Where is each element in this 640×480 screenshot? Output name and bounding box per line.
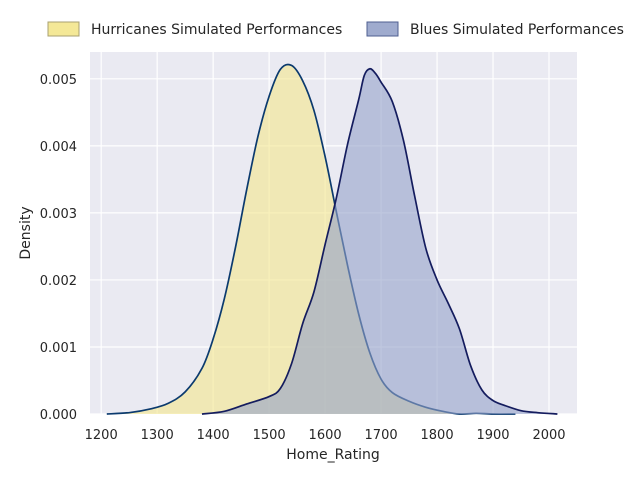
density-area-hurricanes [106,64,516,415]
legend-label-hurricanes: Hurricanes Simulated Performances [91,22,342,38]
y-tick-label: 0.000 [40,408,77,423]
density-areas [106,63,558,415]
legend-swatch-hurricanes [47,21,80,37]
x-tick-label: 2000 [532,428,565,443]
y-tick-label: 0.002 [40,274,77,289]
legend-label-blues: Blues Simulated Performances [410,22,624,38]
density-area-blues [201,68,558,414]
x-tick-label: 1300 [141,428,174,443]
x-tick-label: 1800 [421,428,454,443]
y-axis-ticks: 0.000 0.001 0.002 0.003 0.004 0.005 [40,73,77,423]
x-tick-label: 1400 [197,428,230,443]
x-tick-label: 1700 [365,428,398,443]
y-tick-label: 0.003 [40,207,77,222]
y-tick-label: 0.001 [40,341,77,356]
x-tick-label: 1500 [253,428,286,443]
density-line-blues [201,67,558,415]
y-tick-label: 0.004 [40,140,77,155]
y-axis-label: Density [18,206,34,259]
x-axis-label: Home_Rating [286,447,379,463]
y-tick-label: 0.005 [40,73,77,88]
legend-swatch-blues [366,21,399,37]
x-axis-ticks: 1200 1300 1400 1500 1600 1700 1800 1900 2000 [85,428,566,443]
legend: Hurricanes Simulated Performances Blues … [47,21,624,38]
x-tick-label: 1900 [476,428,509,443]
x-tick-label: 1600 [309,428,342,443]
x-tick-label: 1200 [85,428,118,443]
